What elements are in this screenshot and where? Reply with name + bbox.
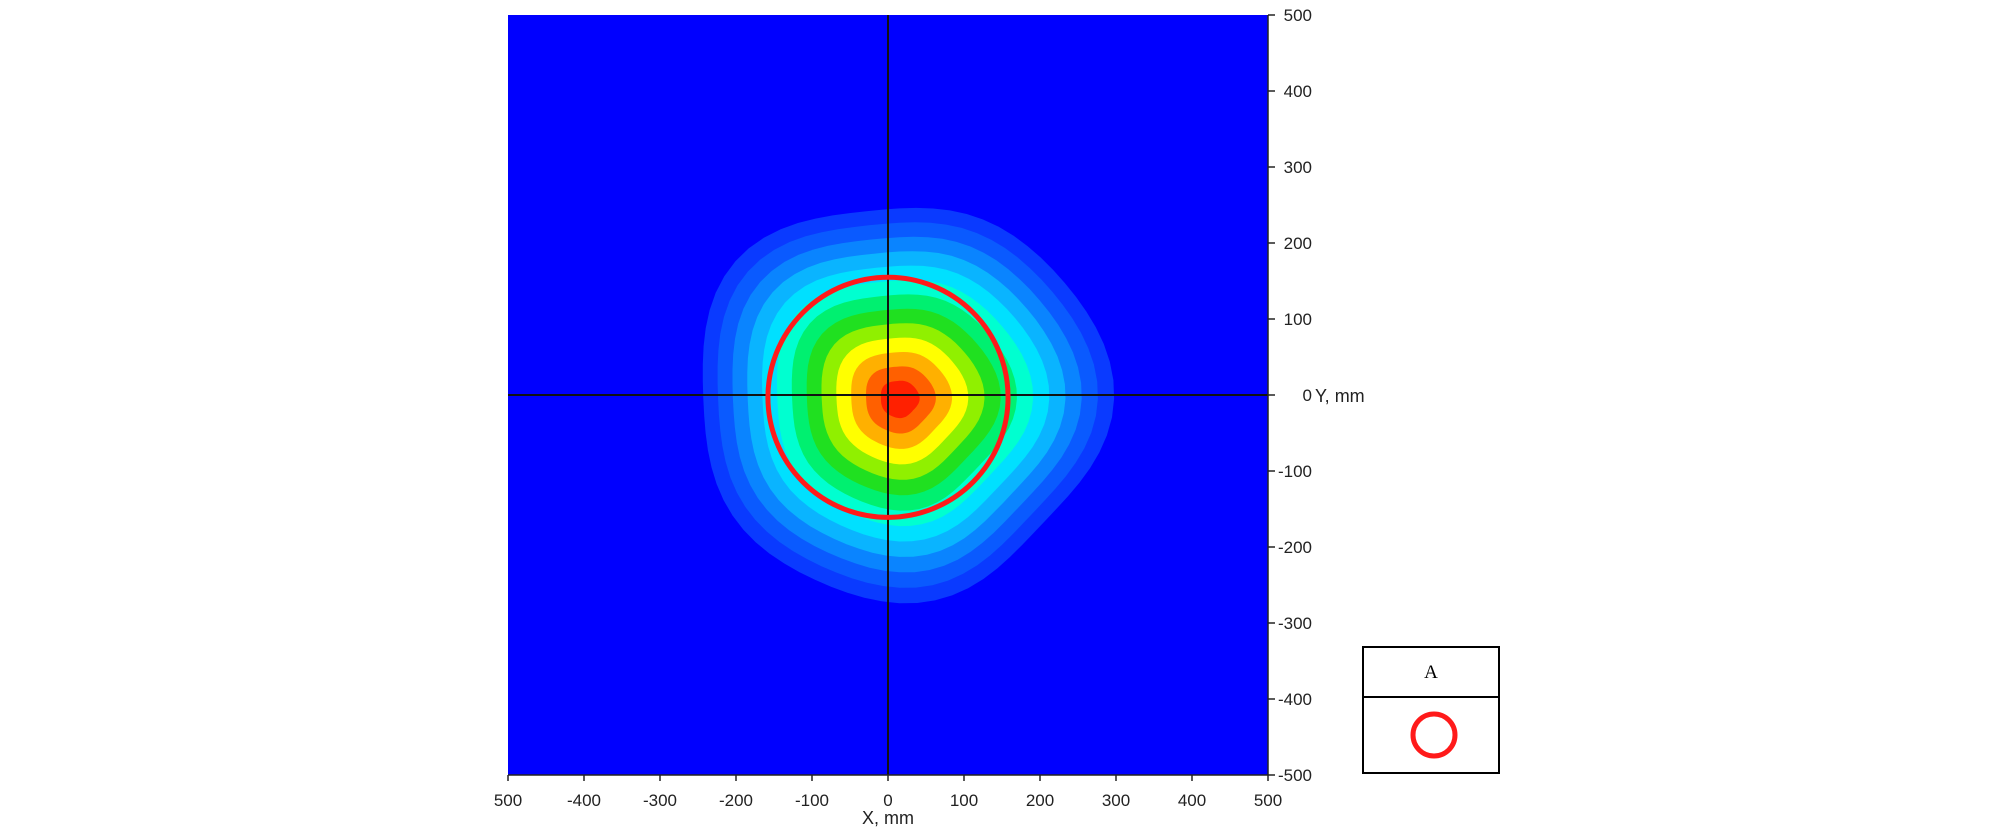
x-tick-label: -300 bbox=[643, 791, 677, 810]
x-tick-label: -200 bbox=[719, 791, 753, 810]
y-tick-label: 100 bbox=[1284, 310, 1312, 329]
x-tick-label: 400 bbox=[1178, 791, 1206, 810]
x-tick-label: 500 bbox=[494, 791, 522, 810]
y-tick-label: -100 bbox=[1278, 462, 1312, 481]
x-tick-label: 300 bbox=[1102, 791, 1130, 810]
x-axis-title: X, mm bbox=[862, 808, 914, 828]
legend-entry-label: A bbox=[1364, 648, 1498, 698]
contour-band-13 bbox=[880, 380, 920, 419]
x-tick-label: 0 bbox=[883, 791, 892, 810]
legend-circle-marker bbox=[1410, 711, 1458, 759]
y-tick-label: 200 bbox=[1284, 234, 1312, 253]
y-tick-label: 300 bbox=[1284, 158, 1312, 177]
y-axis-title: Y, mm bbox=[1315, 386, 1365, 406]
overlay-circle-a bbox=[765, 274, 1011, 520]
x-tick-label: -400 bbox=[567, 791, 601, 810]
x-tick-label: 500 bbox=[1254, 791, 1282, 810]
x-tick-label: 100 bbox=[950, 791, 978, 810]
y-tick-label: -500 bbox=[1278, 766, 1312, 785]
y-tick-label: 0 bbox=[1303, 386, 1312, 405]
y-axis: 500 400 300 200 100 0 -100 -200 -300 -400 -500 bbox=[1267, 6, 1312, 785]
x-axis: 500 -400 -300 -200 -100 0 100 200 300 400 500 bbox=[494, 774, 1282, 810]
y-tick-label: -200 bbox=[1278, 538, 1312, 557]
y-tick-label: 400 bbox=[1284, 82, 1312, 101]
y-tick-label: -400 bbox=[1278, 690, 1312, 709]
legend: A bbox=[1362, 646, 1500, 774]
y-tick-label: -300 bbox=[1278, 614, 1312, 633]
heat-contours bbox=[702, 207, 1115, 604]
x-tick-label: 200 bbox=[1026, 791, 1054, 810]
y-tick-label: 500 bbox=[1284, 6, 1312, 25]
x-tick-label: -100 bbox=[795, 791, 829, 810]
